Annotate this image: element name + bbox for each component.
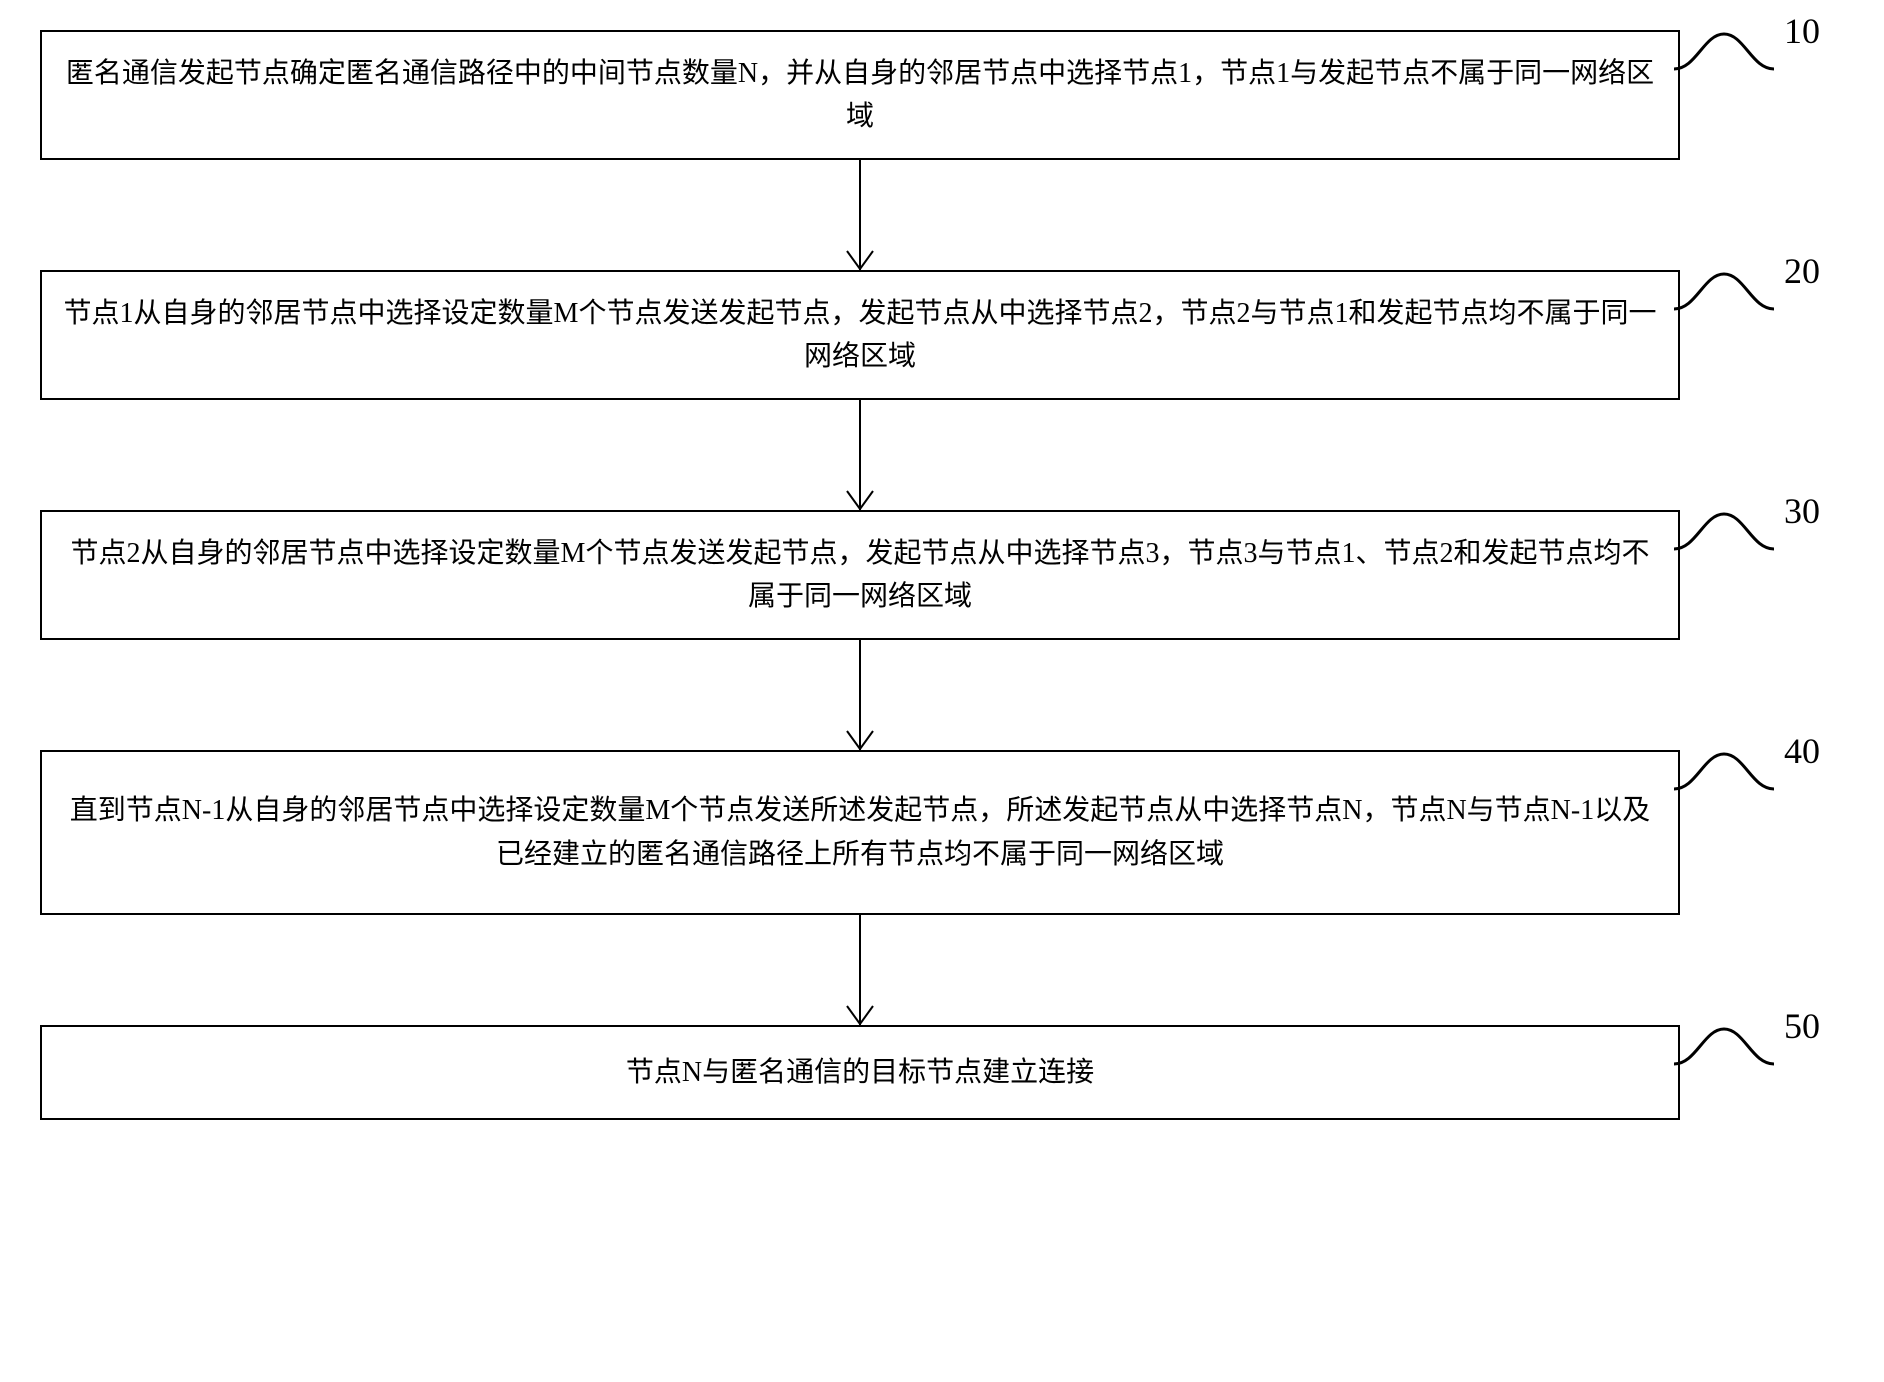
step-label: 40 bbox=[1784, 730, 1820, 772]
step-text: 节点2从自身的邻居节点中选择设定数量M个节点发送发起节点，发起节点从中选择节点3… bbox=[62, 532, 1658, 619]
flowchart-step-30: 节点2从自身的邻居节点中选择设定数量M个节点发送发起节点，发起节点从中选择节点3… bbox=[40, 510, 1680, 640]
step-box: 节点2从自身的邻居节点中选择设定数量M个节点发送发起节点，发起节点从中选择节点3… bbox=[40, 510, 1680, 640]
step-label: 10 bbox=[1784, 10, 1820, 52]
step-label: 30 bbox=[1784, 490, 1820, 532]
arrow-connector bbox=[859, 400, 861, 510]
arrow-connector bbox=[859, 915, 861, 1025]
label-connector-curve bbox=[1674, 748, 1774, 798]
label-connector-curve bbox=[1674, 508, 1774, 558]
label-connector-curve bbox=[1674, 1023, 1774, 1073]
step-box: 直到节点N-1从自身的邻居节点中选择设定数量M个节点发送所述发起节点，所述发起节… bbox=[40, 750, 1680, 915]
step-label: 50 bbox=[1784, 1005, 1820, 1047]
step-text: 节点N与匿名通信的目标节点建立连接 bbox=[626, 1051, 1094, 1094]
step-box: 匿名通信发起节点确定匿名通信路径中的中间节点数量N，并从自身的邻居节点中选择节点… bbox=[40, 30, 1680, 160]
flowchart-step-40: 直到节点N-1从自身的邻居节点中选择设定数量M个节点发送所述发起节点，所述发起节… bbox=[40, 750, 1680, 915]
step-box: 节点N与匿名通信的目标节点建立连接 bbox=[40, 1025, 1680, 1120]
step-text: 直到节点N-1从自身的邻居节点中选择设定数量M个节点发送所述发起节点，所述发起节… bbox=[62, 789, 1658, 876]
flowchart-canvas: 匿名通信发起节点确定匿名通信路径中的中间节点数量N，并从自身的邻居节点中选择节点… bbox=[0, 0, 1884, 1382]
label-connector-curve bbox=[1674, 268, 1774, 318]
flowchart-step-10: 匿名通信发起节点确定匿名通信路径中的中间节点数量N，并从自身的邻居节点中选择节点… bbox=[40, 30, 1680, 160]
step-box: 节点1从自身的邻居节点中选择设定数量M个节点发送发起节点，发起节点从中选择节点2… bbox=[40, 270, 1680, 400]
arrow-connector bbox=[859, 160, 861, 270]
flowchart-step-20: 节点1从自身的邻居节点中选择设定数量M个节点发送发起节点，发起节点从中选择节点2… bbox=[40, 270, 1680, 400]
flowchart-column: 匿名通信发起节点确定匿名通信路径中的中间节点数量N，并从自身的邻居节点中选择节点… bbox=[40, 30, 1680, 1120]
step-text: 节点1从自身的邻居节点中选择设定数量M个节点发送发起节点，发起节点从中选择节点2… bbox=[62, 292, 1658, 379]
flowchart-step-50: 节点N与匿名通信的目标节点建立连接50 bbox=[40, 1025, 1680, 1120]
step-label: 20 bbox=[1784, 250, 1820, 292]
step-text: 匿名通信发起节点确定匿名通信路径中的中间节点数量N，并从自身的邻居节点中选择节点… bbox=[62, 52, 1658, 139]
label-connector-curve bbox=[1674, 28, 1774, 78]
arrow-connector bbox=[859, 640, 861, 750]
